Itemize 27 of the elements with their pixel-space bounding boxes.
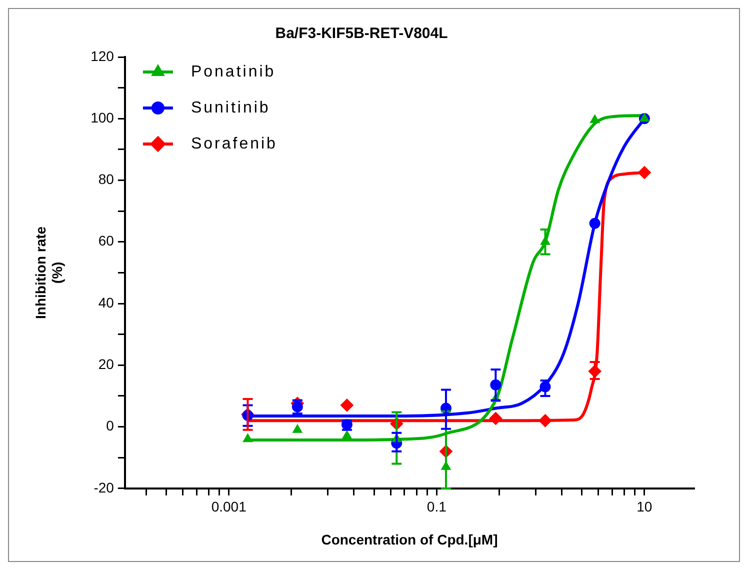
legend-label: Sorafenib [190,135,278,152]
point [638,166,651,180]
point [242,434,253,442]
chart-title: Ba/F3-KIF5B-RET-V804L [275,25,448,42]
y-tick-label: 20 [98,356,114,372]
x-tick-label: 0.1 [426,498,447,515]
y-tick-label: -20 [94,479,114,496]
legend-label: Sunitinib [190,99,270,116]
point [489,412,502,425]
point [340,398,354,412]
y-tick-label: 80 [98,171,114,188]
point [292,424,302,433]
y-tick-label: 40 [98,294,114,310]
point [538,414,552,428]
point [640,113,650,122]
x-tick-label: 10 [636,498,652,515]
y-tick-label: 60 [98,232,114,249]
point [589,218,600,229]
x-axis-title: Concentration of Cpd.[μM] [321,531,498,548]
x-tick-label: 0.001 [211,498,247,515]
point [342,430,352,440]
point [590,114,600,124]
y-tick-label: 100 [90,109,114,126]
y-tick-label: 120 [90,48,114,64]
y-axis-title: Inhibition rate (%) [32,226,66,319]
legend-label: Ponatinib [190,63,276,80]
y-tick-label: 0 [106,418,114,434]
